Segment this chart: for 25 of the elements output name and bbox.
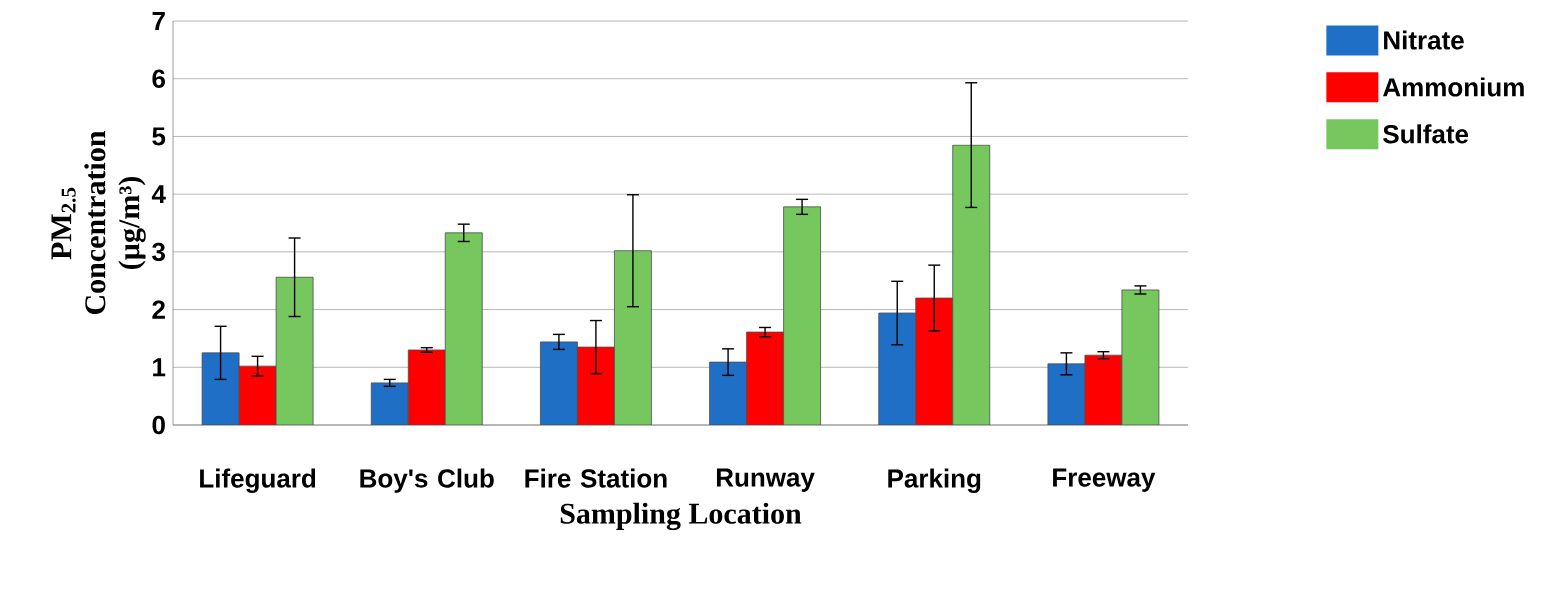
x-tick-label: Boy's Club (360, 468, 494, 493)
y-tick-label: 4 (151, 185, 166, 204)
x-axis-title: Sampling Location (560, 502, 802, 531)
y-axis-title: PM$_{2.5}$ Concentration (µg/m³) (51, 130, 146, 315)
legend-label: Ammonium (1383, 77, 1524, 97)
x-tick-label: Lifeguard (200, 468, 316, 493)
bar (746, 331, 784, 425)
y-tick-label: 2 (152, 300, 165, 319)
legend-label: Nitrate (1384, 30, 1464, 50)
bar (1084, 354, 1123, 425)
bar (577, 346, 615, 425)
bar (238, 365, 277, 425)
y-tick-label: 7 (152, 12, 165, 30)
x-tick-label: Parking (888, 468, 981, 493)
y-tick-label: 5 (152, 127, 166, 146)
y-tick-label: 6 (152, 69, 165, 88)
bar (915, 297, 954, 425)
legend-label: Sulfate (1383, 124, 1469, 144)
y-tick-label: 0 (152, 415, 165, 435)
y-tick-label: 1 (153, 358, 166, 377)
x-tick-label: Runway (716, 468, 815, 492)
x-tick-label: Fire Station (525, 468, 667, 488)
bar (407, 349, 446, 425)
x-tick-label: Freeway (1053, 468, 1156, 492)
y-tick-label: 3 (152, 242, 165, 262)
